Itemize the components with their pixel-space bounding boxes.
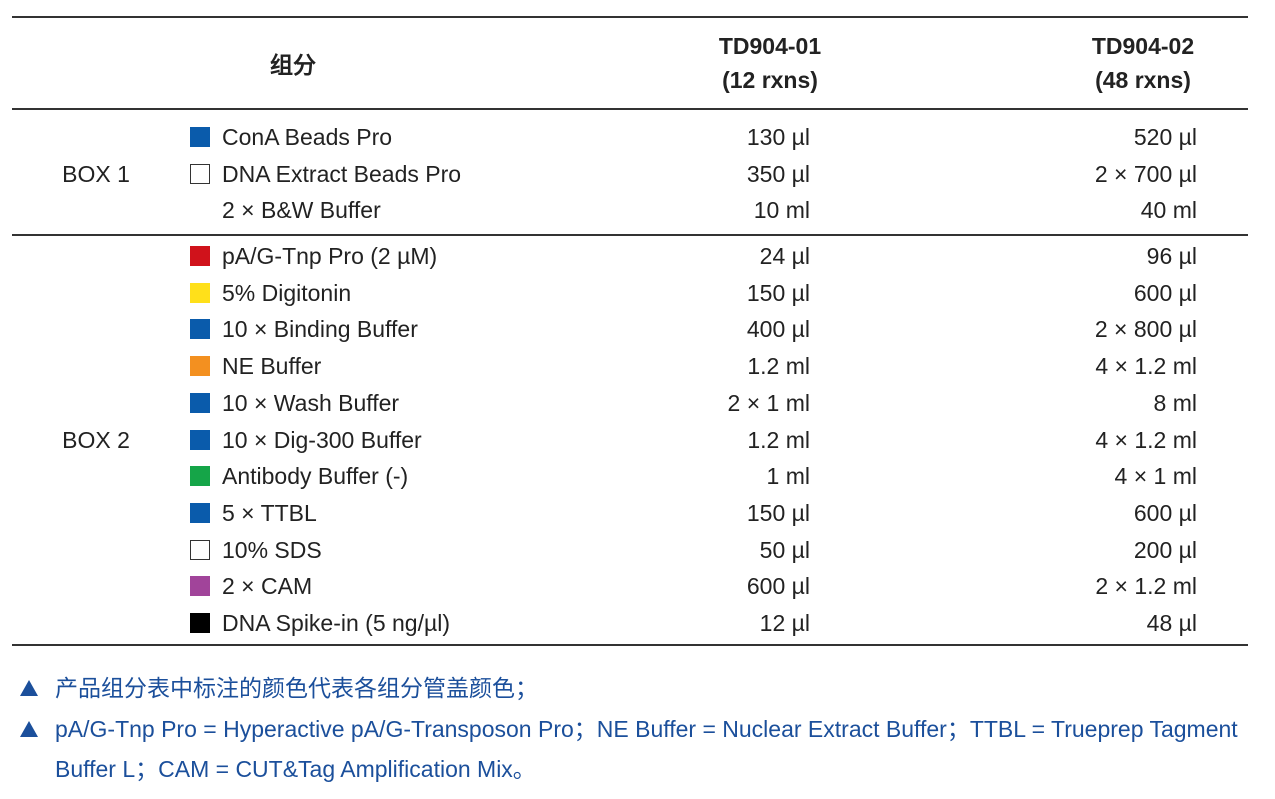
component-name: 2 × B&W Buffer [222,197,381,223]
component-name: ConA Beads Pro [222,124,393,150]
amount: 150 µl [746,279,810,306]
amount: 8 ml [1153,389,1197,416]
color-swatch [190,502,210,523]
color-swatch [190,246,210,266]
component-name: 5% Digitonin [222,279,352,306]
amount: 96 µl [1146,243,1197,269]
amount: 2 × 700 µl [1094,160,1197,187]
amount: 40 ml [1140,197,1197,223]
header-rxns: (12 rxns) [722,67,818,93]
component-name: 10 × Wash Buffer [222,389,400,416]
amount: 4 × 1.2 ml [1095,426,1197,453]
amount: 4 × 1.2 ml [1095,353,1197,380]
component-name: Antibody Buffer (-) [222,463,409,490]
color-swatch [190,163,210,184]
note-marker [20,721,38,737]
table-rule [12,16,1248,18]
amount: 350 µl [746,160,810,187]
table-rule [12,644,1248,646]
amount: 520 µl [1133,124,1197,150]
component-name: pA/G-Tnp Pro (2 µM) [222,243,438,269]
color-swatch [190,356,210,377]
table-rule [12,108,1248,110]
component-name: 2 × CAM [222,573,313,600]
header-code: TD904-02 [1091,33,1195,59]
amount: 1.2 ml [747,426,810,453]
amount: 12 µl [759,610,810,636]
component-name: NE Buffer [222,353,322,380]
color-swatch [190,466,210,487]
amount: 600 µl [1133,499,1197,526]
color-swatch [190,429,210,450]
component-name: DNA Spike-in (5 ng/µl) [222,610,451,636]
component-name: 10 × Binding Buffer [222,316,418,343]
color-swatch [190,282,210,303]
note-text: pA/G-Tnp Pro = Hyperactive pA/G-Transpos… [55,716,1238,782]
color-swatch [190,539,210,560]
group-label: BOX 1 [62,160,130,187]
header-rxns: (48 rxns) [1095,67,1191,93]
amount: 1.2 ml [747,353,810,380]
amount: 400 µl [746,316,810,343]
amount: 48 µl [1146,610,1197,636]
color-swatch [190,127,210,147]
group-label: BOX 2 [62,426,130,453]
header-component: 组分 [270,52,316,78]
header-code: TD904-01 [718,33,822,59]
component-name: 5 × TTBL [222,499,317,526]
component-name: 10 × Dig-300 Buffer [222,426,422,453]
amount: 24 µl [759,243,810,269]
amount: 200 µl [1133,536,1197,563]
amount: 130 µl [746,124,810,150]
amount: 50 µl [759,536,810,563]
color-swatch [190,392,210,413]
amount: 600 µl [1133,279,1197,306]
component-name: DNA Extract Beads Pro [222,160,462,187]
amount: 1 ml [766,463,810,490]
component-name: 10% SDS [222,536,322,563]
amount: 150 µl [746,499,810,526]
note-text: 产品组分表中标注的颜色代表各组分管盖颜色； [55,675,538,701]
color-swatch [190,613,210,633]
amount: 10 ml [753,197,810,223]
amount: 600 µl [746,573,810,600]
amount: 4 × 1 ml [1114,463,1197,490]
amount: 2 × 800 µl [1094,316,1197,343]
amount: 2 × 1.2 ml [1095,573,1197,600]
amount: 2 × 1 ml [727,389,810,416]
color-swatch [190,319,210,340]
note-marker [20,680,38,696]
color-swatch [190,576,210,597]
table-rule [12,234,1248,236]
